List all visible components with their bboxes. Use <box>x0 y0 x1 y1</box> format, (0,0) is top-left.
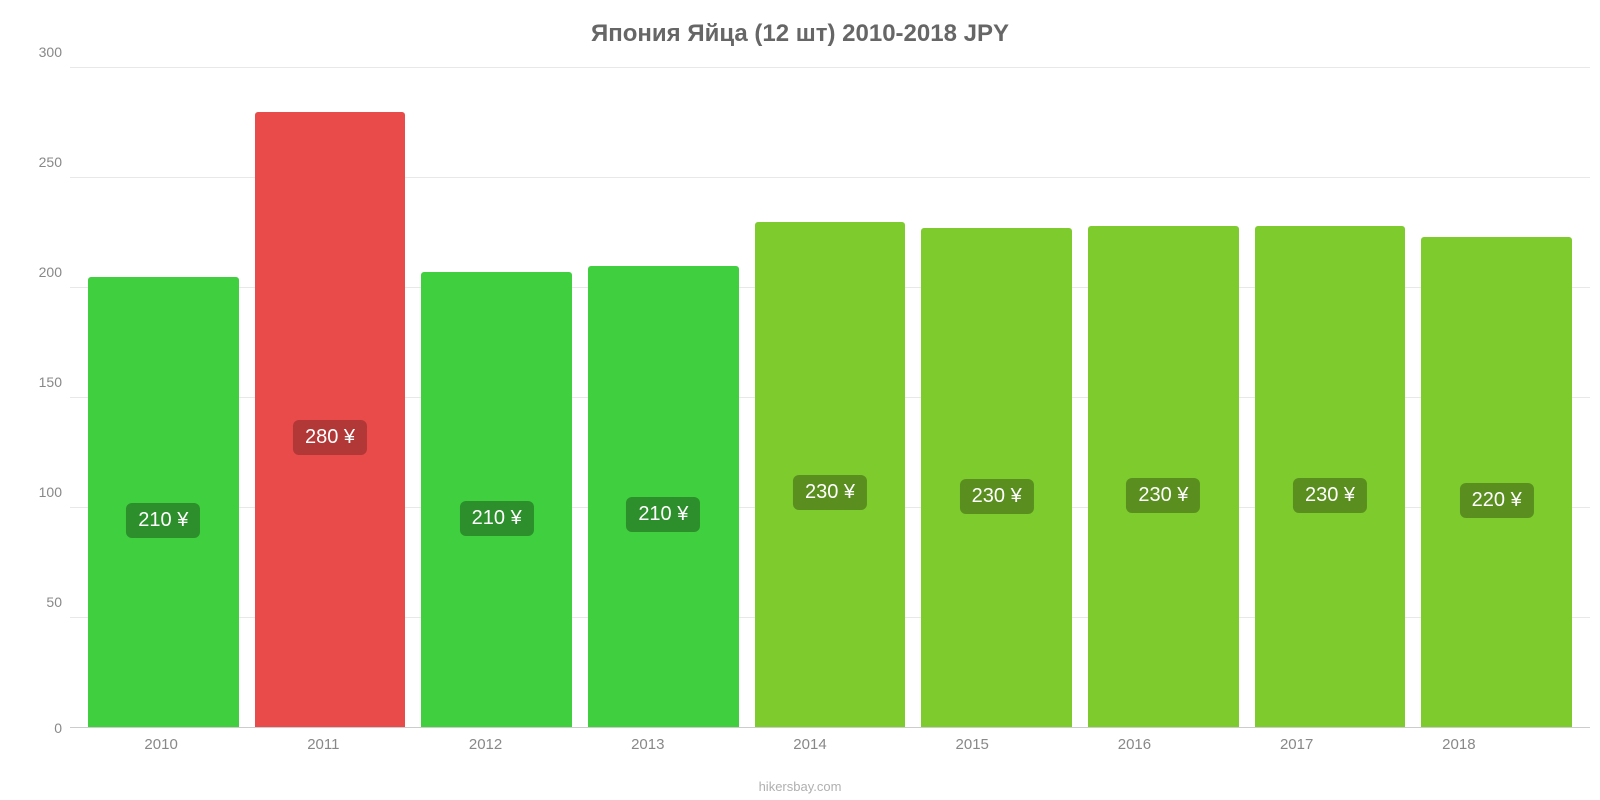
bar-value-label: 230 ¥ <box>793 475 867 510</box>
x-label: 2017 <box>1216 736 1378 753</box>
bar: 230 ¥ <box>921 228 1072 727</box>
bar: 230 ¥ <box>755 222 906 727</box>
y-tick-2: 100 <box>39 484 62 500</box>
bar-value-label: 210 ¥ <box>626 497 700 532</box>
bar-value-label: 220 ¥ <box>1460 483 1534 518</box>
bar-value-label: 210 ¥ <box>126 503 200 538</box>
y-tick-5: 250 <box>39 154 62 170</box>
y-tick-6: 300 <box>39 44 62 60</box>
x-label: 2014 <box>729 736 891 753</box>
x-axis: 201020112012201320142015201620172018 <box>70 736 1550 753</box>
x-label: 2018 <box>1378 736 1540 753</box>
bar-value-label: 210 ¥ <box>460 501 534 536</box>
bar-value-label: 230 ¥ <box>960 479 1034 514</box>
bar-slot: 230 ¥ <box>747 68 914 727</box>
bar-slot: 210 ¥ <box>80 68 247 727</box>
bar-slot: 230 ¥ <box>1080 68 1247 727</box>
x-label: 2015 <box>891 736 1053 753</box>
bars-area: 210 ¥ 280 ¥ 210 ¥ 210 ¥ 230 ¥ 230 ¥ 230 ¥ 230 ¥… <box>70 68 1590 728</box>
y-axis: 0 50 100 150 200 250 300 <box>35 68 70 728</box>
bar-slot: 280 ¥ <box>247 68 414 727</box>
x-label: 2011 <box>242 736 404 753</box>
chart-title: Япония Яйца (12 шт) 2010-2018 JPY <box>40 20 1560 48</box>
bar: 230 ¥ <box>1088 226 1239 727</box>
x-label: 2012 <box>404 736 566 753</box>
bar-slot: 220 ¥ <box>1413 68 1580 727</box>
bar-slot: 230 ¥ <box>1247 68 1414 727</box>
y-tick-4: 200 <box>39 264 62 280</box>
bar: 220 ¥ <box>1421 237 1572 727</box>
y-tick-3: 150 <box>39 374 62 390</box>
bar: 210 ¥ <box>588 266 739 727</box>
bar: 210 ¥ <box>88 277 239 727</box>
footer-credit: hikersbay.com <box>759 779 842 794</box>
bar-value-label: 230 ¥ <box>1126 478 1200 513</box>
bar: 230 ¥ <box>1255 226 1406 727</box>
x-label: 2016 <box>1053 736 1215 753</box>
y-tick-1: 50 <box>46 594 62 610</box>
bar-value-label: 280 ¥ <box>293 420 367 455</box>
chart-container: Япония Яйца (12 шт) 2010-2018 JPY 0 50 1… <box>0 0 1600 800</box>
x-label: 2013 <box>567 736 729 753</box>
y-tick-0: 0 <box>54 720 62 736</box>
bar: 210 ¥ <box>421 272 572 727</box>
bar-value-label: 230 ¥ <box>1293 478 1367 513</box>
x-label: 2010 <box>80 736 242 753</box>
plot-area: 0 50 100 150 200 250 300 210 ¥280 ¥210 ¥… <box>70 68 1590 728</box>
bar-slot: 210 ¥ <box>413 68 580 727</box>
bar: 280 ¥ <box>255 112 406 727</box>
bar-slot: 230 ¥ <box>913 68 1080 727</box>
bar-slot: 210 ¥ <box>580 68 747 727</box>
